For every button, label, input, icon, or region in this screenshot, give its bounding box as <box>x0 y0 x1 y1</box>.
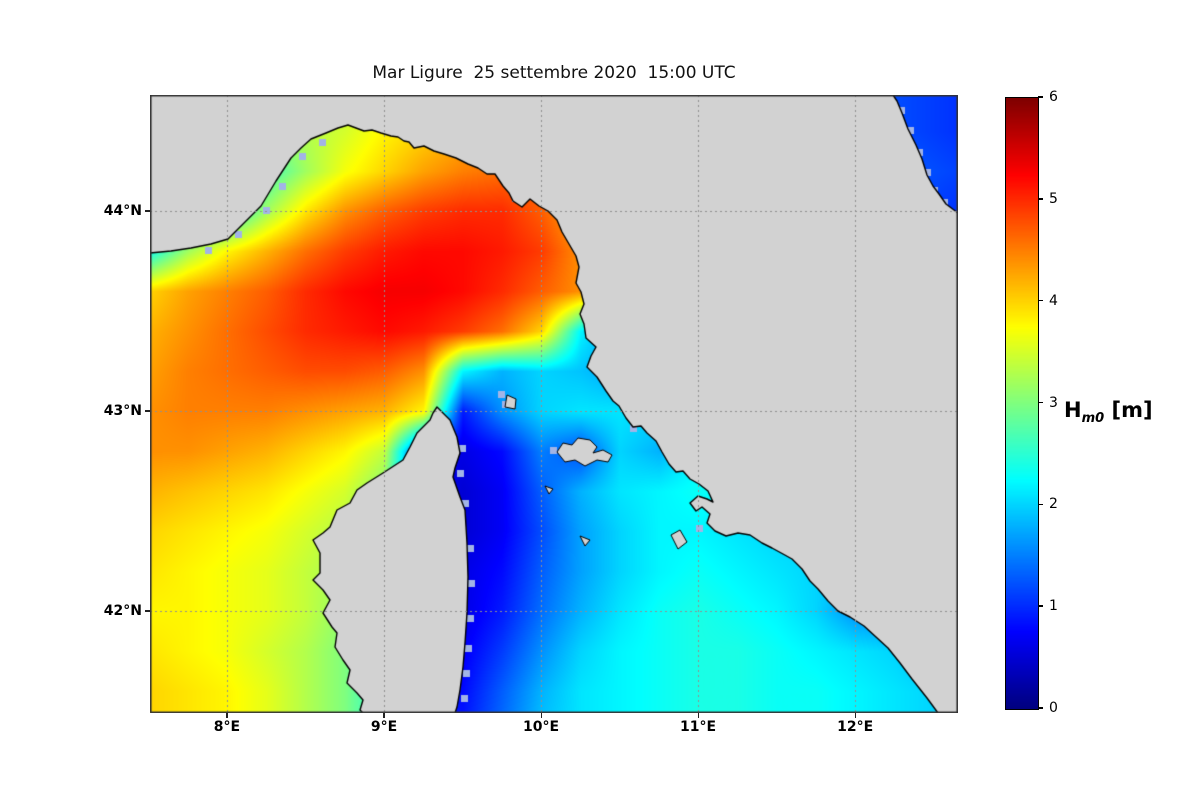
colorbar-tick-label: 3 <box>1049 394 1058 411</box>
wave-height-map <box>150 95 958 713</box>
x-tick-label: 8°E <box>213 719 241 735</box>
x-tick-mark <box>226 713 228 718</box>
colorbar <box>1005 97 1039 710</box>
y-tick-mark <box>145 610 150 612</box>
y-tick-label: 42°N <box>103 603 142 619</box>
x-tick-label: 10°E <box>523 719 560 735</box>
colorbar-tick-label: 2 <box>1049 496 1058 513</box>
x-tick-label: 12°E <box>837 719 874 735</box>
colorbar-label-subscript: m0 <box>1081 411 1105 427</box>
x-tick-mark <box>540 713 543 718</box>
colorbar-tick-label: 1 <box>1049 598 1058 615</box>
x-tick-mark <box>383 713 385 718</box>
colorbar-tick-mark <box>1038 503 1043 506</box>
x-tick-label: 9°E <box>370 719 398 735</box>
x-tick-mark <box>854 713 857 718</box>
colorbar-tick-mark <box>1038 605 1043 607</box>
y-tick-mark <box>145 410 150 412</box>
colorbar-label-symbol: H <box>1064 398 1082 422</box>
y-tick-label: 44°N <box>103 203 142 219</box>
colorbar-tick-mark <box>1038 198 1043 200</box>
colorbar-tick-label: 0 <box>1049 700 1058 716</box>
colorbar-tick-label: 4 <box>1049 292 1058 309</box>
colorbar-tick-label: 6 <box>1049 89 1058 105</box>
figure-title: Mar Ligure 25 settembre 2020 15:00 UTC <box>372 63 736 83</box>
colorbar-tick-mark <box>1038 707 1043 709</box>
colorbar-label-unit: [m] <box>1104 398 1153 422</box>
colorbar-tick-mark <box>1038 96 1043 98</box>
colorbar-tick-mark <box>1038 299 1043 302</box>
y-tick-label: 43°N <box>103 403 142 419</box>
colorbar-tick-label: 5 <box>1049 190 1058 207</box>
x-tick-mark <box>697 713 700 718</box>
colorbar-label: Hm0 [m] <box>1064 398 1153 426</box>
x-tick-label: 11°E <box>680 719 717 735</box>
colorbar-tick-mark <box>1038 401 1043 404</box>
y-tick-mark <box>145 210 150 212</box>
